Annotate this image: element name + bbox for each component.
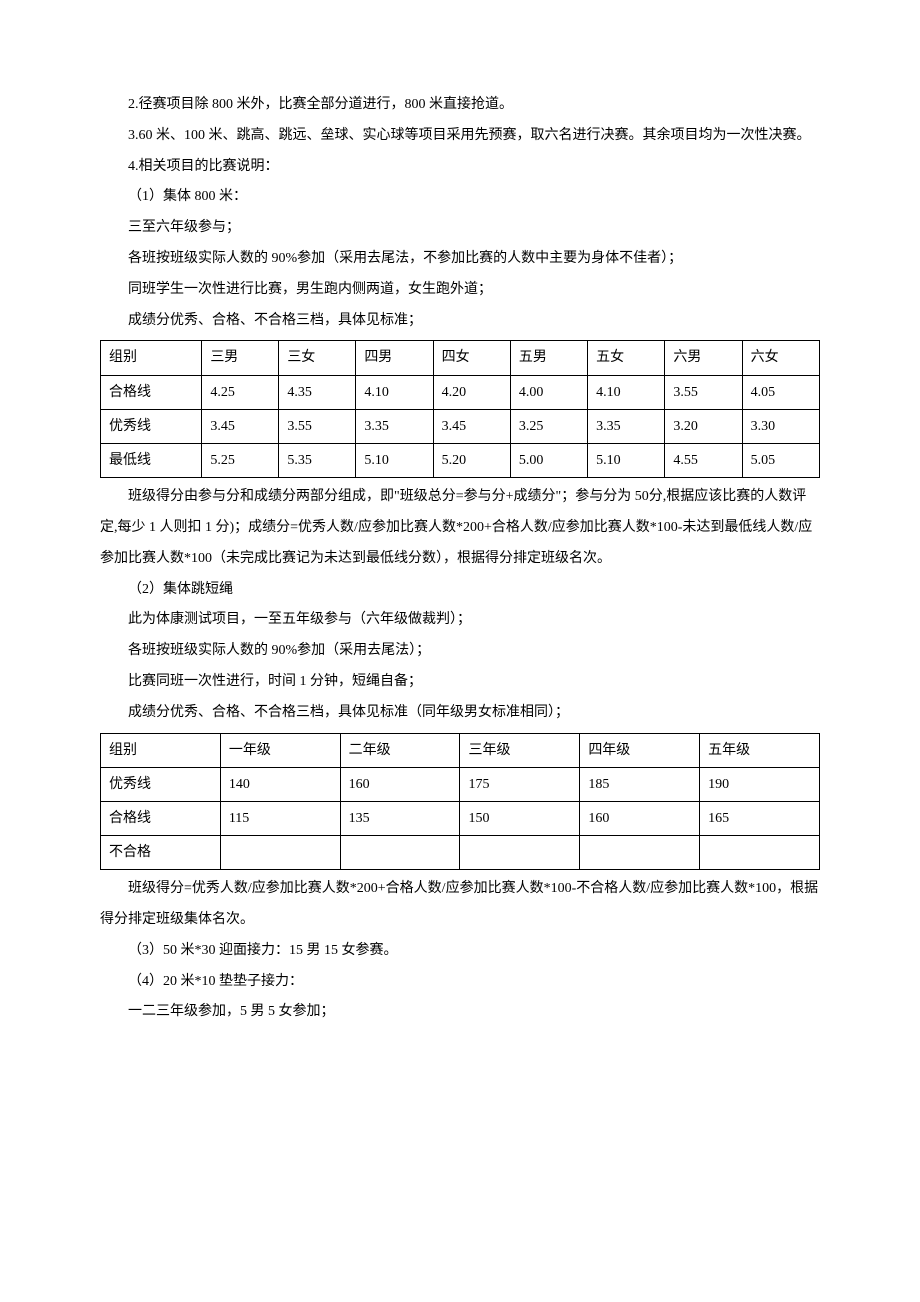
paragraph-grades: 三至六年级参与； [100,213,820,244]
table-cell: 最低线 [101,443,202,477]
table-cell: 不合格 [101,836,221,870]
table-cell: 115 [220,801,340,835]
paragraph-grades-std: 成绩分优秀、合格、不合格三档，具体见标准； [100,306,820,337]
paragraph-std-2: 成绩分优秀、合格、不合格三档，具体见标准（同年级男女标准相同）； [100,698,820,729]
paragraph-rule-2: 2.径赛项目除 800 米外，比赛全部分道进行，800 米直接抢道。 [100,90,820,121]
table-cell: 165 [700,801,820,835]
table-row: 组别 一年级 二年级 三年级 四年级 五年级 [101,733,820,767]
table-800m-standards: 组别 三男 三女 四男 四女 五男 五女 六男 六女 合格线 4.25 4.35… [100,340,820,478]
table-cell: 5.10 [588,443,665,477]
table-cell [700,836,820,870]
table-header-cell: 二年级 [340,733,460,767]
table-cell: 160 [580,801,700,835]
table-cell: 140 [220,767,340,801]
table-cell [580,836,700,870]
table-header-cell: 三年级 [460,733,580,767]
table-cell: 135 [340,801,460,835]
table-row: 优秀线 3.45 3.55 3.35 3.45 3.25 3.35 3.20 3… [101,409,820,443]
paragraph-lanes: 同班学生一次性进行比赛，男生跑内侧两道，女生跑外道； [100,275,820,306]
table-header-cell: 组别 [101,341,202,375]
paragraph-scoring-rope: 班级得分=优秀人数/应参加比赛人数*200+合格人数/应参加比赛人数*100-不… [100,874,820,936]
table-cell: 优秀线 [101,409,202,443]
paragraph-item-2: （2）集体跳短绳 [100,575,820,606]
table-header-cell: 五男 [510,341,587,375]
paragraph-health-test: 此为体康测试项目，一至五年级参与（六年级做裁判）； [100,605,820,636]
table-header-cell: 六女 [742,341,819,375]
table-row: 合格线 4.25 4.35 4.10 4.20 4.00 4.10 3.55 4… [101,375,820,409]
table-cell: 150 [460,801,580,835]
paragraph-item-3: （3）50 米*30 迎面接力：15 男 15 女参赛。 [100,936,820,967]
table-cell: 4.55 [665,443,742,477]
table-header-cell: 三女 [279,341,356,375]
table-cell: 3.35 [356,409,433,443]
table-cell [220,836,340,870]
table-cell: 3.55 [665,375,742,409]
table-header-cell: 四男 [356,341,433,375]
table-cell: 4.20 [433,375,510,409]
table-cell: 5.05 [742,443,819,477]
table-cell: 5.20 [433,443,510,477]
paragraph-rule-3: 3.60 米、100 米、跳高、跳远、垒球、实心球等项目采用先预赛，取六名进行决… [100,121,820,152]
table-cell: 3.35 [588,409,665,443]
table-header-cell: 四年级 [580,733,700,767]
table-header-cell: 一年级 [220,733,340,767]
table-header-cell: 组别 [101,733,221,767]
table-cell: 4.05 [742,375,819,409]
table-cell: 3.45 [433,409,510,443]
table-header-cell: 五年级 [700,733,820,767]
paragraph-scoring-800m: 班级得分由参与分和成绩分两部分组成，即"班级总分=参与分+成绩分"；参与分为 5… [100,482,820,574]
paragraph-grades-123: 一二三年级参加，5 男 5 女参加； [100,997,820,1028]
table-cell: 3.20 [665,409,742,443]
table-cell: 优秀线 [101,767,221,801]
table-cell: 5.00 [510,443,587,477]
table-cell: 175 [460,767,580,801]
table-cell: 160 [340,767,460,801]
table-cell: 4.10 [588,375,665,409]
table-header-cell: 六男 [665,341,742,375]
table-rope-standards: 组别 一年级 二年级 三年级 四年级 五年级 优秀线 140 160 175 1… [100,733,820,871]
table-cell: 3.45 [202,409,279,443]
table-cell: 合格线 [101,801,221,835]
table-header-cell: 五女 [588,341,665,375]
table-row: 优秀线 140 160 175 185 190 [101,767,820,801]
paragraph-90pct: 各班按班级实际人数的 90%参加（采用去尾法，不参加比赛的人数中主要为身体不佳者… [100,244,820,275]
table-cell: 5.10 [356,443,433,477]
paragraph-item-1: （1）集体 800 米： [100,182,820,213]
table-cell: 5.35 [279,443,356,477]
table-cell: 4.00 [510,375,587,409]
table-cell: 4.25 [202,375,279,409]
table-cell: 4.10 [356,375,433,409]
table-row: 组别 三男 三女 四男 四女 五男 五女 六男 六女 [101,341,820,375]
table-cell: 5.25 [202,443,279,477]
table-row: 不合格 [101,836,820,870]
paragraph-rule-4: 4.相关项目的比赛说明： [100,152,820,183]
table-cell: 3.25 [510,409,587,443]
table-cell: 185 [580,767,700,801]
table-cell: 合格线 [101,375,202,409]
table-cell [460,836,580,870]
table-row: 合格线 115 135 150 160 165 [101,801,820,835]
table-cell: 3.30 [742,409,819,443]
table-cell: 4.35 [279,375,356,409]
paragraph-item-4: （4）20 米*10 垫垫子接力： [100,967,820,998]
table-row: 最低线 5.25 5.35 5.10 5.20 5.00 5.10 4.55 5… [101,443,820,477]
table-cell: 3.55 [279,409,356,443]
paragraph-1min: 比赛同班一次性进行，时间 1 分钟，短绳自备； [100,667,820,698]
table-header-cell: 三男 [202,341,279,375]
paragraph-90pct-2: 各班按班级实际人数的 90%参加（采用去尾法）； [100,636,820,667]
table-cell: 190 [700,767,820,801]
table-cell [340,836,460,870]
table-header-cell: 四女 [433,341,510,375]
